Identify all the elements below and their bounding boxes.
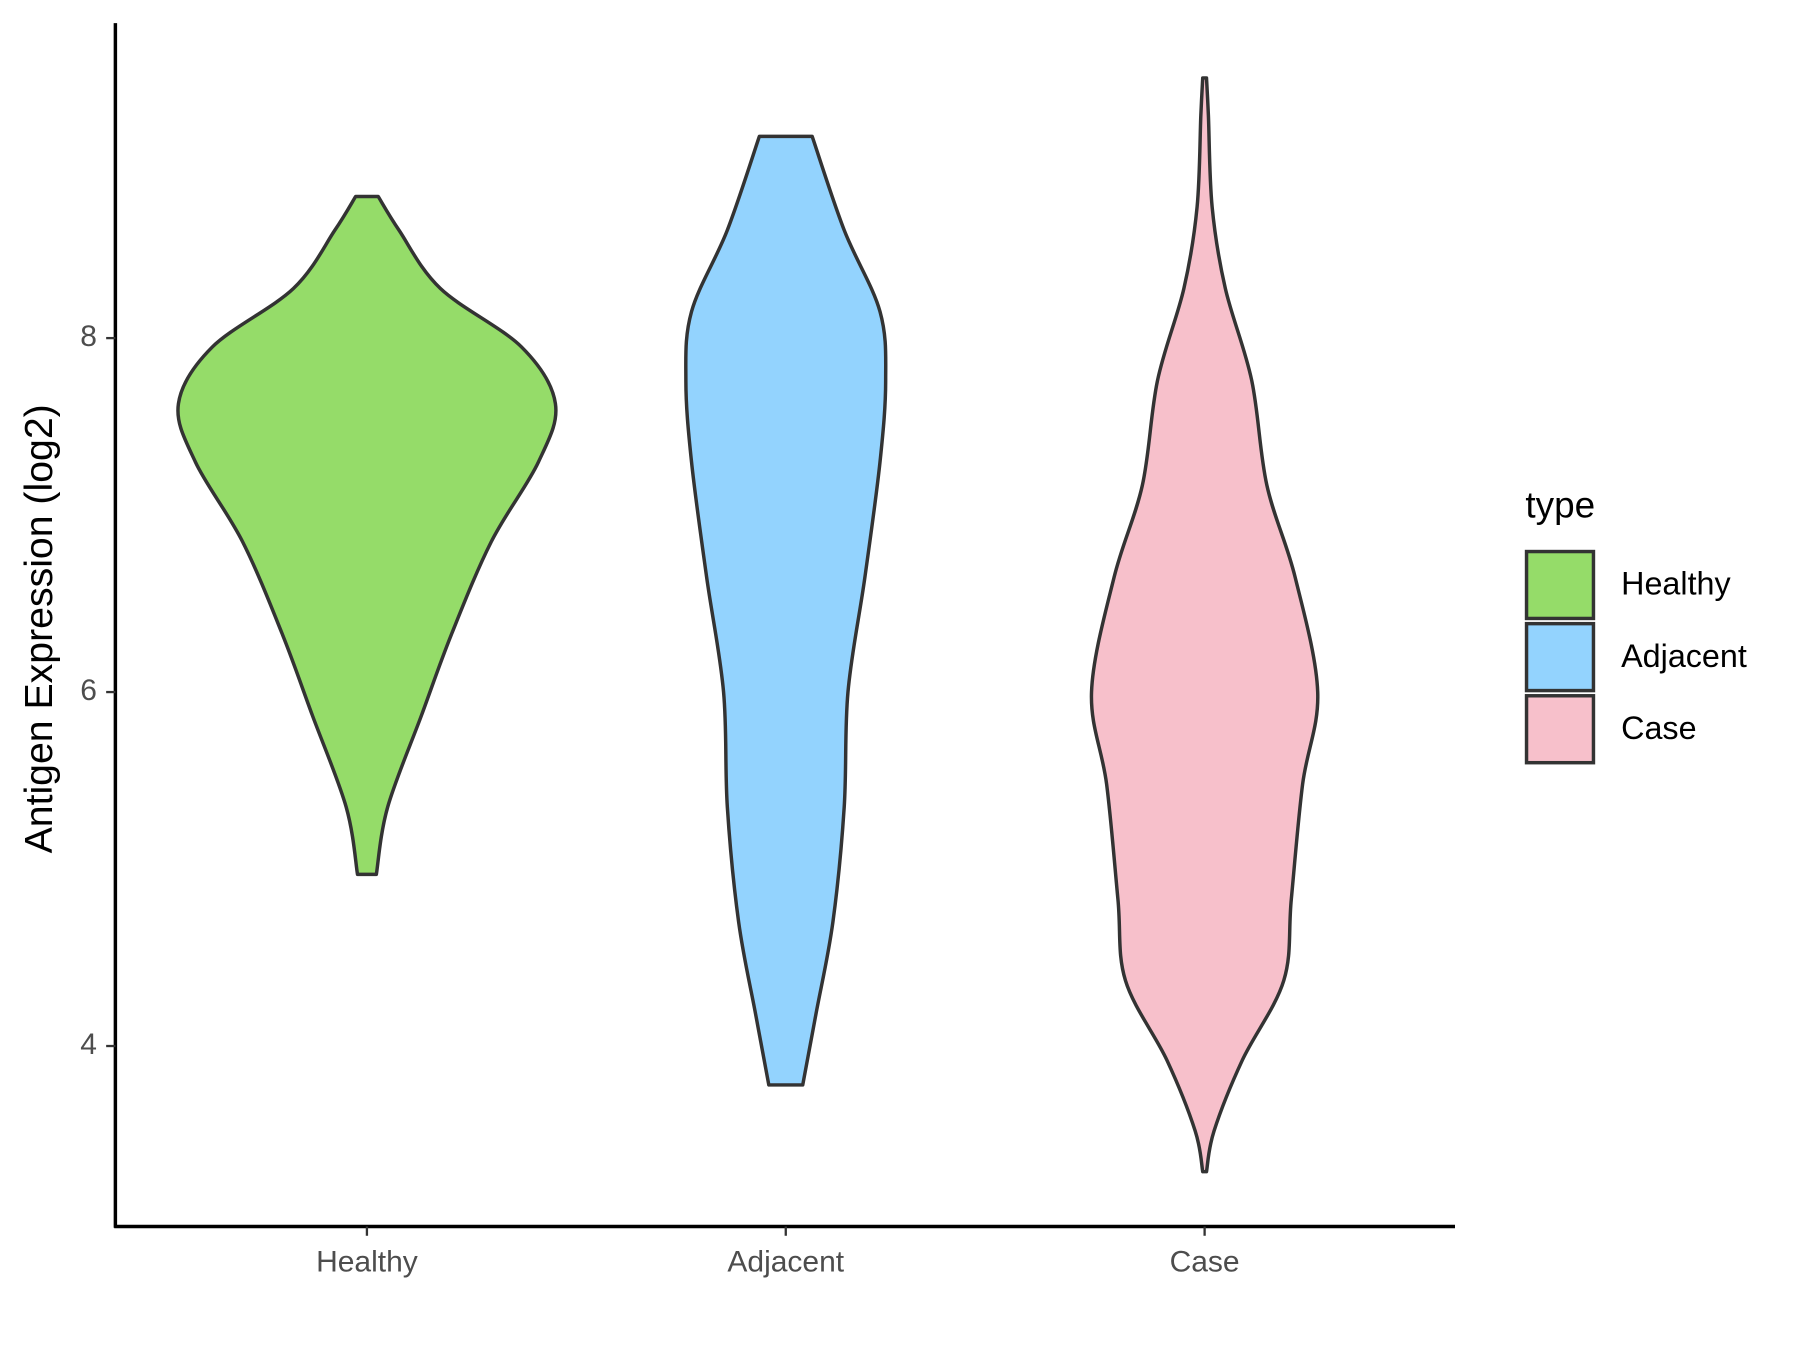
y-tick-label: 8 [80,320,97,353]
legend-swatch [1524,549,1596,621]
legend-title: type [1525,484,1595,525]
x-tick-label: Case [1170,1245,1240,1278]
violin [1089,76,1320,1174]
legend-label: Adjacent [1621,638,1747,674]
violin [684,134,888,1087]
y-axis-label: Antigen Expression (log2) [17,404,61,853]
y-tick-label: 4 [80,1028,97,1061]
violin [176,194,558,877]
x-tick-label: Adjacent [727,1245,844,1278]
legend-swatch [1524,621,1596,693]
legend-swatch [1524,694,1596,765]
legend-label: Healthy [1621,566,1731,602]
y-tick-label: 6 [80,674,97,707]
x-tick-label: Healthy [316,1245,418,1278]
legend-label: Case [1621,710,1696,746]
